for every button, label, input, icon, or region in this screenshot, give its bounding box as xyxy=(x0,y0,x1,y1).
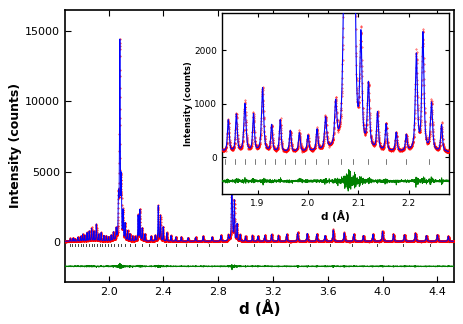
X-axis label: d (Å): d (Å) xyxy=(321,210,350,222)
X-axis label: d (Å): d (Å) xyxy=(238,299,280,317)
Y-axis label: Intensity (counts): Intensity (counts) xyxy=(9,83,22,208)
Y-axis label: Intensity (counts): Intensity (counts) xyxy=(184,61,193,146)
